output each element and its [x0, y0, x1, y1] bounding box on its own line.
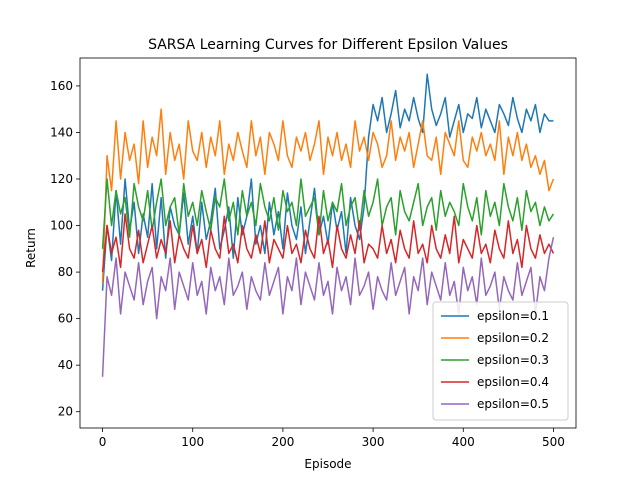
legend-label: epsilon=0.1 — [477, 309, 549, 323]
x-tick-label: 0 — [99, 435, 107, 449]
y-tick-label: 100 — [50, 219, 73, 233]
y-axis: 20 40 60 80 100 120 140 160 — [50, 79, 80, 419]
y-tick-label: 20 — [58, 405, 73, 419]
x-axis: 0 100 200 300 400 500 — [99, 428, 565, 449]
chart-title: SARSA Learning Curves for Different Epsi… — [148, 37, 508, 53]
series-line-3 — [101, 178, 555, 249]
y-tick-label: 160 — [50, 79, 73, 93]
y-tick-label: 140 — [50, 125, 73, 139]
legend-label: epsilon=0.2 — [477, 331, 549, 345]
x-tick-label: 400 — [452, 435, 475, 449]
x-tick-label: 500 — [542, 435, 565, 449]
series-line-4 — [101, 213, 555, 273]
plot-frame — [79, 57, 577, 429]
x-tick-label: 100 — [181, 435, 204, 449]
series-line-2 — [101, 108, 555, 284]
x-axis-label: Episode — [304, 457, 351, 471]
y-tick-label: 120 — [50, 172, 73, 186]
y-tick-label: 80 — [58, 265, 73, 279]
x-tick-label: 200 — [271, 435, 294, 449]
legend: epsilon=0.1 epsilon=0.2 epsilon=0.3 epsilon… — [432, 301, 569, 421]
x-tick-label: 300 — [362, 435, 385, 449]
y-tick-label: 60 — [58, 312, 73, 326]
legend-label: epsilon=0.5 — [477, 397, 549, 411]
legend-box — [432, 301, 569, 421]
series-line-5 — [101, 237, 555, 377]
plot-lines — [101, 73, 555, 377]
legend-label: epsilon=0.4 — [477, 375, 549, 389]
y-tick-label: 40 — [58, 358, 73, 372]
y-axis-label: Return — [24, 228, 38, 268]
legend-label: epsilon=0.3 — [477, 353, 549, 367]
